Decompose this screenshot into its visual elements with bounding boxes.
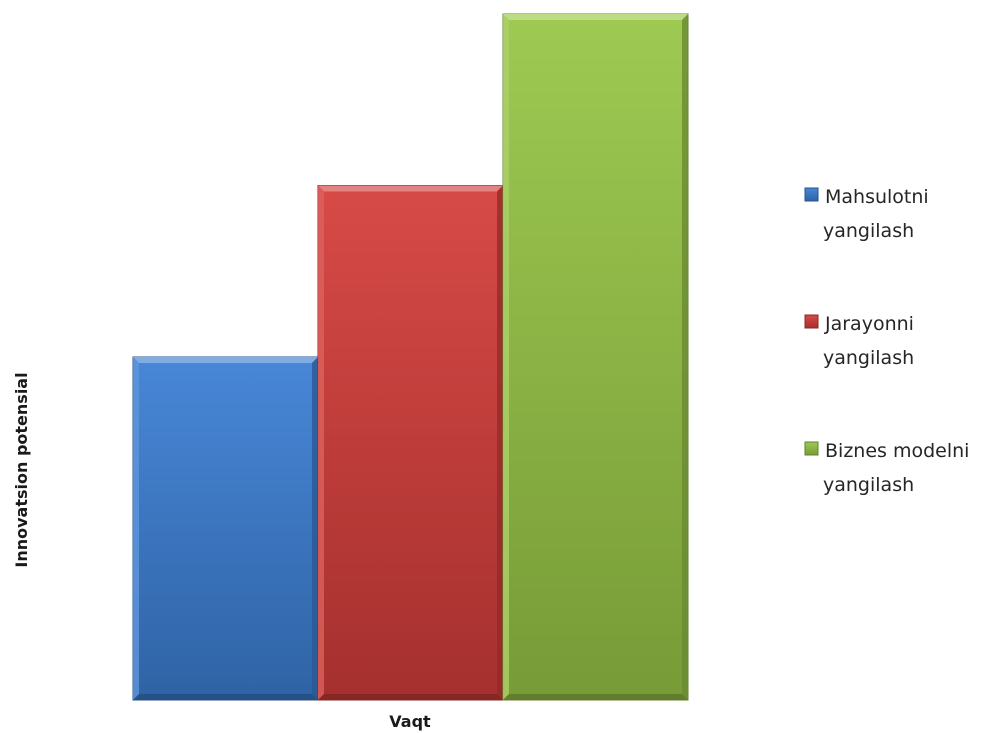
legend: MahsulotniyangilashJarayonniyangilashBiz… <box>804 186 969 496</box>
y-axis-label: Innovatsion potensial <box>12 372 31 567</box>
legend-label: yangilash <box>823 347 914 369</box>
bar-3 <box>502 13 689 701</box>
bar-2 <box>317 185 504 701</box>
bar-bevel-bottom <box>133 694 318 700</box>
bar-bevel-top <box>503 14 688 20</box>
legend-swatch <box>804 314 819 329</box>
x-axis-label: Vaqt <box>389 712 431 731</box>
bar-bevel-top <box>318 185 503 192</box>
legend-item-3: Biznes modelni yangilash <box>804 440 969 496</box>
bar-body <box>317 185 504 701</box>
bar-bevel-right <box>312 357 318 700</box>
bar-bevel-top <box>133 357 318 363</box>
bar-bevel-right <box>682 14 688 700</box>
legend-label: yangilash <box>823 474 914 496</box>
legend-label: Biznes modelni <box>825 440 969 462</box>
bar-body <box>502 13 689 701</box>
legend-swatch <box>804 441 819 456</box>
bar-bevel-bottom <box>503 694 688 700</box>
bar-bevel-left <box>133 357 139 700</box>
bar-1 <box>132 356 319 701</box>
bar-body <box>132 356 319 701</box>
legend-label: yangilash <box>823 220 914 242</box>
legend-label: Jarayonni <box>824 313 914 335</box>
bar-bevel-bottom <box>318 694 503 700</box>
legend-item-1: Mahsulotni yangilash <box>804 186 929 242</box>
bar-bevel-left <box>318 185 324 700</box>
legend-label: Mahsulotni <box>825 186 929 208</box>
legend-swatch <box>804 187 819 202</box>
bar-bevel-right <box>497 185 503 700</box>
legend-item-2: Jarayonni yangilash <box>804 313 914 369</box>
bar-bevel-left <box>503 14 509 700</box>
bars-group <box>132 13 689 701</box>
